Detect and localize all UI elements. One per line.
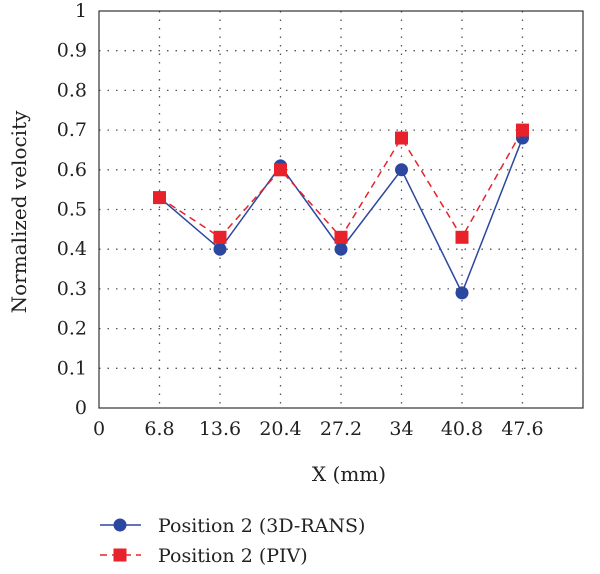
y-tick-label: 0.2	[57, 318, 87, 340]
series-layer	[153, 123, 529, 300]
y-tick-label: 0.1	[57, 357, 87, 379]
y-tick-label: 0.6	[57, 159, 87, 181]
x-tick-label: 40.8	[441, 418, 483, 440]
legend-label: Position 2 (3D-RANS)	[158, 515, 365, 537]
data-point-circle	[334, 242, 348, 256]
data-point-square	[274, 163, 287, 177]
data-point-square	[455, 230, 469, 244]
y-tick-labels: 0 0.1 0.2 0.3 0.4 0.5 0.6 0.7 0.8 0.9 1	[57, 0, 87, 419]
x-tick-label: 47.6	[501, 418, 543, 440]
legend: Position 2 (3D-RANS) Position 2 (PIV)	[100, 515, 365, 567]
x-tick-label: 34	[389, 418, 413, 440]
x-tick-label: 27.2	[320, 418, 362, 440]
legend-label: Position 2 (PIV)	[158, 545, 308, 567]
data-point-square	[213, 230, 227, 244]
data-point-square	[516, 123, 529, 137]
legend-item: Position 2 (PIV)	[100, 545, 308, 567]
x-tick-label: 20.4	[259, 418, 301, 440]
y-tick-label: 0.3	[57, 278, 87, 300]
plot-frame	[98, 10, 584, 409]
x-tick-label: 0	[93, 418, 105, 440]
x-tick-label: 6.8	[144, 418, 174, 440]
data-point-square	[395, 131, 408, 145]
y-tick-label: 0.7	[57, 119, 87, 141]
y-tick-label: 0.4	[57, 238, 87, 260]
series-piv	[153, 123, 529, 244]
y-tick-label: 0.8	[57, 79, 87, 101]
legend-marker-square	[113, 548, 127, 562]
legend-item: Position 2 (3D-RANS)	[100, 515, 365, 537]
x-axis-title: X (mm)	[312, 462, 386, 486]
x-tick-labels: 0 6.8 13.6 20.4 27.2 34 40.8 47.6	[93, 418, 544, 440]
data-point-circle	[395, 163, 408, 177]
y-axis-title: Normalized velocity	[7, 110, 31, 314]
data-point-square	[334, 230, 348, 244]
data-point-circle	[455, 286, 469, 300]
data-point-circle	[213, 242, 227, 256]
series-line	[159, 129, 524, 239]
y-tick-label: 0	[75, 397, 87, 419]
x-tick-label: 13.6	[199, 418, 241, 440]
y-tick-label: 0.9	[57, 40, 87, 62]
grid-lines	[99, 11, 583, 408]
data-point-square	[153, 191, 166, 205]
y-tick-label: 1	[75, 0, 87, 22]
legend-marker-circle	[113, 518, 127, 532]
y-tick-label: 0.5	[57, 199, 87, 221]
